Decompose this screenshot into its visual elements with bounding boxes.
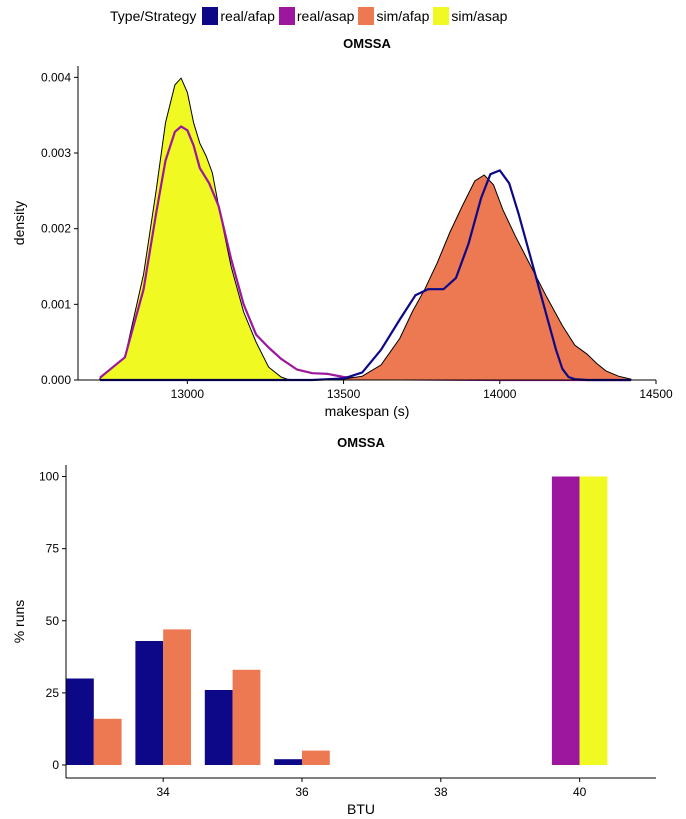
bar-x-tick-label: 40 (573, 785, 587, 799)
bar-y-tick-label: 50 (46, 614, 60, 628)
legend-label-real-afap: real/afap (220, 8, 275, 24)
bar-real-afap-btu-36 (274, 759, 302, 765)
density-line-real-asap (99, 125, 631, 382)
density-title: OMSSA (343, 36, 391, 51)
density-x-tick-label: 14000 (483, 387, 517, 401)
bar-x-tick-label: 38 (434, 785, 448, 799)
bar-real-asap-btu-40 (551, 476, 580, 765)
legend: Type/Strategy real/afap real/asap sim/af… (0, 0, 686, 32)
bar-sim-asap-btu-40 (579, 476, 608, 765)
bar-x-axis-label: BTU (347, 801, 375, 817)
bar-sim-afap-btu-35 (232, 669, 261, 765)
density-y-tick-label: 0.000 (41, 373, 71, 387)
legend-row: Type/Strategy real/afap real/asap sim/af… (110, 5, 511, 27)
legend-item-sim-asap: sim/asap (433, 7, 507, 25)
legend-swatch-sim-asap (433, 7, 450, 25)
bar-y-tick-label: 25 (46, 686, 60, 700)
legend-item-sim-afap: sim/afap (358, 7, 429, 25)
density-y-tick-label: 0.004 (41, 70, 71, 84)
density-y-tick-label: 0.001 (41, 297, 71, 311)
bar-sim-afap-btu-36 (302, 750, 330, 765)
density-chart: OMSSA 0.000 0.001 0.002 0.003 0.004 13000 13500… (11, 36, 673, 419)
legend-swatch-real-asap (278, 7, 295, 25)
bar-y-tick-label: 75 (46, 542, 60, 556)
legend-label-sim-afap: sim/afap (376, 8, 430, 24)
bar-sim-afap-btu-34 (163, 629, 191, 765)
density-line-real-afap (99, 169, 631, 382)
bar-real-afap-btu-35 (204, 690, 233, 765)
legend-title: Type/Strategy (110, 8, 197, 24)
density-y-tick-label: 0.002 (41, 222, 71, 236)
density-x-tick-label: 13000 (171, 387, 205, 401)
density-x-tick-label: 14500 (639, 387, 673, 401)
bar-real-afap-btu-33 (66, 678, 94, 765)
density-x-tick-label: 13500 (327, 387, 361, 401)
bar-real-afap-btu-34 (135, 641, 164, 765)
legend-label-sim-asap: sim/asap (451, 8, 508, 24)
bar-x-tick-label: 36 (295, 785, 309, 799)
legend-label-real-asap: real/asap (296, 8, 355, 24)
bar-title: OMSSA (337, 435, 385, 450)
density-x-axis-label: makespan (s) (325, 403, 410, 419)
legend-swatch-real-afap (202, 7, 219, 25)
bar-sim-afap-btu-33 (93, 718, 122, 765)
density-y-tick-label: 0.003 (41, 146, 71, 160)
density-y-axis-label: density (11, 201, 27, 245)
legend-item-real-asap: real/asap (278, 7, 355, 25)
bar-x-tick-label: 34 (156, 785, 170, 799)
bar-y-tick-label: 100 (39, 470, 59, 484)
legend-item-real-afap: real/afap (202, 7, 275, 25)
btu-bar-chart: OMSSA 0 25 50 75 100 34 36 38 40 BTU % runs (11, 435, 656, 817)
bar-y-tick-label: 0 (52, 758, 59, 772)
density-area-sim-afap (337, 174, 632, 381)
density-area-sim-asap (99, 77, 297, 381)
bar-y-axis-label: % runs (11, 600, 27, 644)
legend-swatch-sim-afap (358, 7, 375, 25)
